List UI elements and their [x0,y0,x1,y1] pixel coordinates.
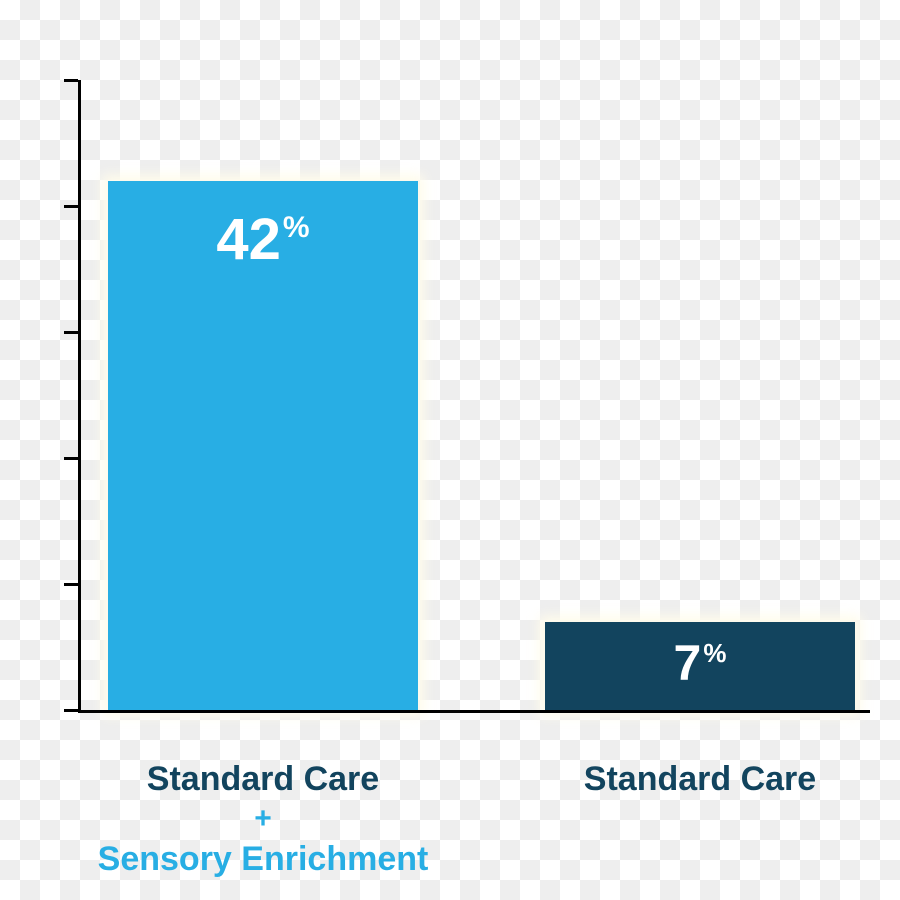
bar-standard: 7% [545,622,855,710]
y-tick [64,457,78,460]
y-tick [64,583,78,586]
bar-value-label: 7% [545,638,855,688]
category-label: Sensory Enrichment [0,840,900,879]
bar-value-number: 7 [674,638,702,688]
bar-value-suffix: % [703,640,726,666]
category-label-text: + [254,802,272,836]
bar-value-number: 42 [216,211,281,269]
y-tick [64,79,78,82]
category-label-text: Sensory Enrichment [98,840,429,879]
bar-value-label: 42% [108,211,418,269]
y-tick [64,331,78,334]
category-label: Standard Care [0,760,900,799]
x-axis [78,710,870,713]
y-tick [64,709,78,712]
category-label-text: Standard Care [584,760,816,799]
chart-canvas: 42%7%01020304050Standard Care+Sensory En… [0,0,900,900]
bar-value-suffix: % [283,213,310,243]
y-tick [64,205,78,208]
y-axis [78,80,81,710]
bar-enrichment: 42% [108,181,418,710]
category-label: + [0,802,900,836]
